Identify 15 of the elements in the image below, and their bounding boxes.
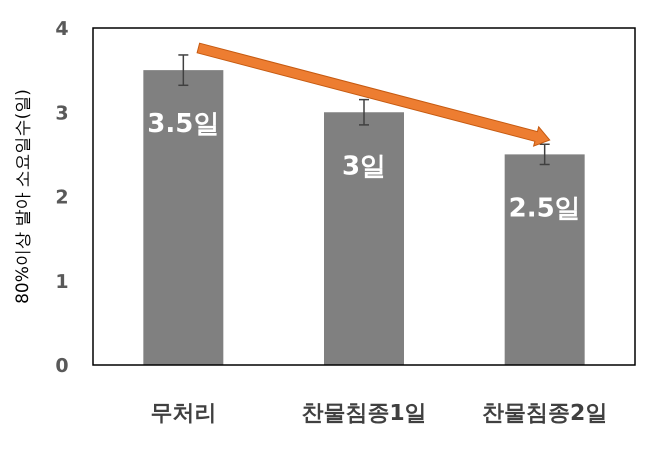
bar xyxy=(504,154,585,365)
data-label: 3일 xyxy=(342,151,386,182)
data-label: 3.5일 xyxy=(147,109,220,140)
y-tick-label: 1 xyxy=(55,270,69,293)
y-tick-label: 3 xyxy=(55,102,69,124)
y-tick-label: 2 xyxy=(55,186,69,208)
bar xyxy=(324,112,404,365)
y-tick-label: 4 xyxy=(55,18,69,40)
bar xyxy=(143,70,224,365)
x-tick-label: 찬물침종2일 xyxy=(482,401,608,426)
y-axis-title: 80%이상 발아 소요일수(일) xyxy=(13,89,33,304)
x-tick-label: 무처리 xyxy=(150,401,216,426)
x-tick-label: 찬물침종1일 xyxy=(301,401,427,426)
data-label: 2.5일 xyxy=(508,193,581,224)
y-tick-label: 0 xyxy=(55,355,69,377)
